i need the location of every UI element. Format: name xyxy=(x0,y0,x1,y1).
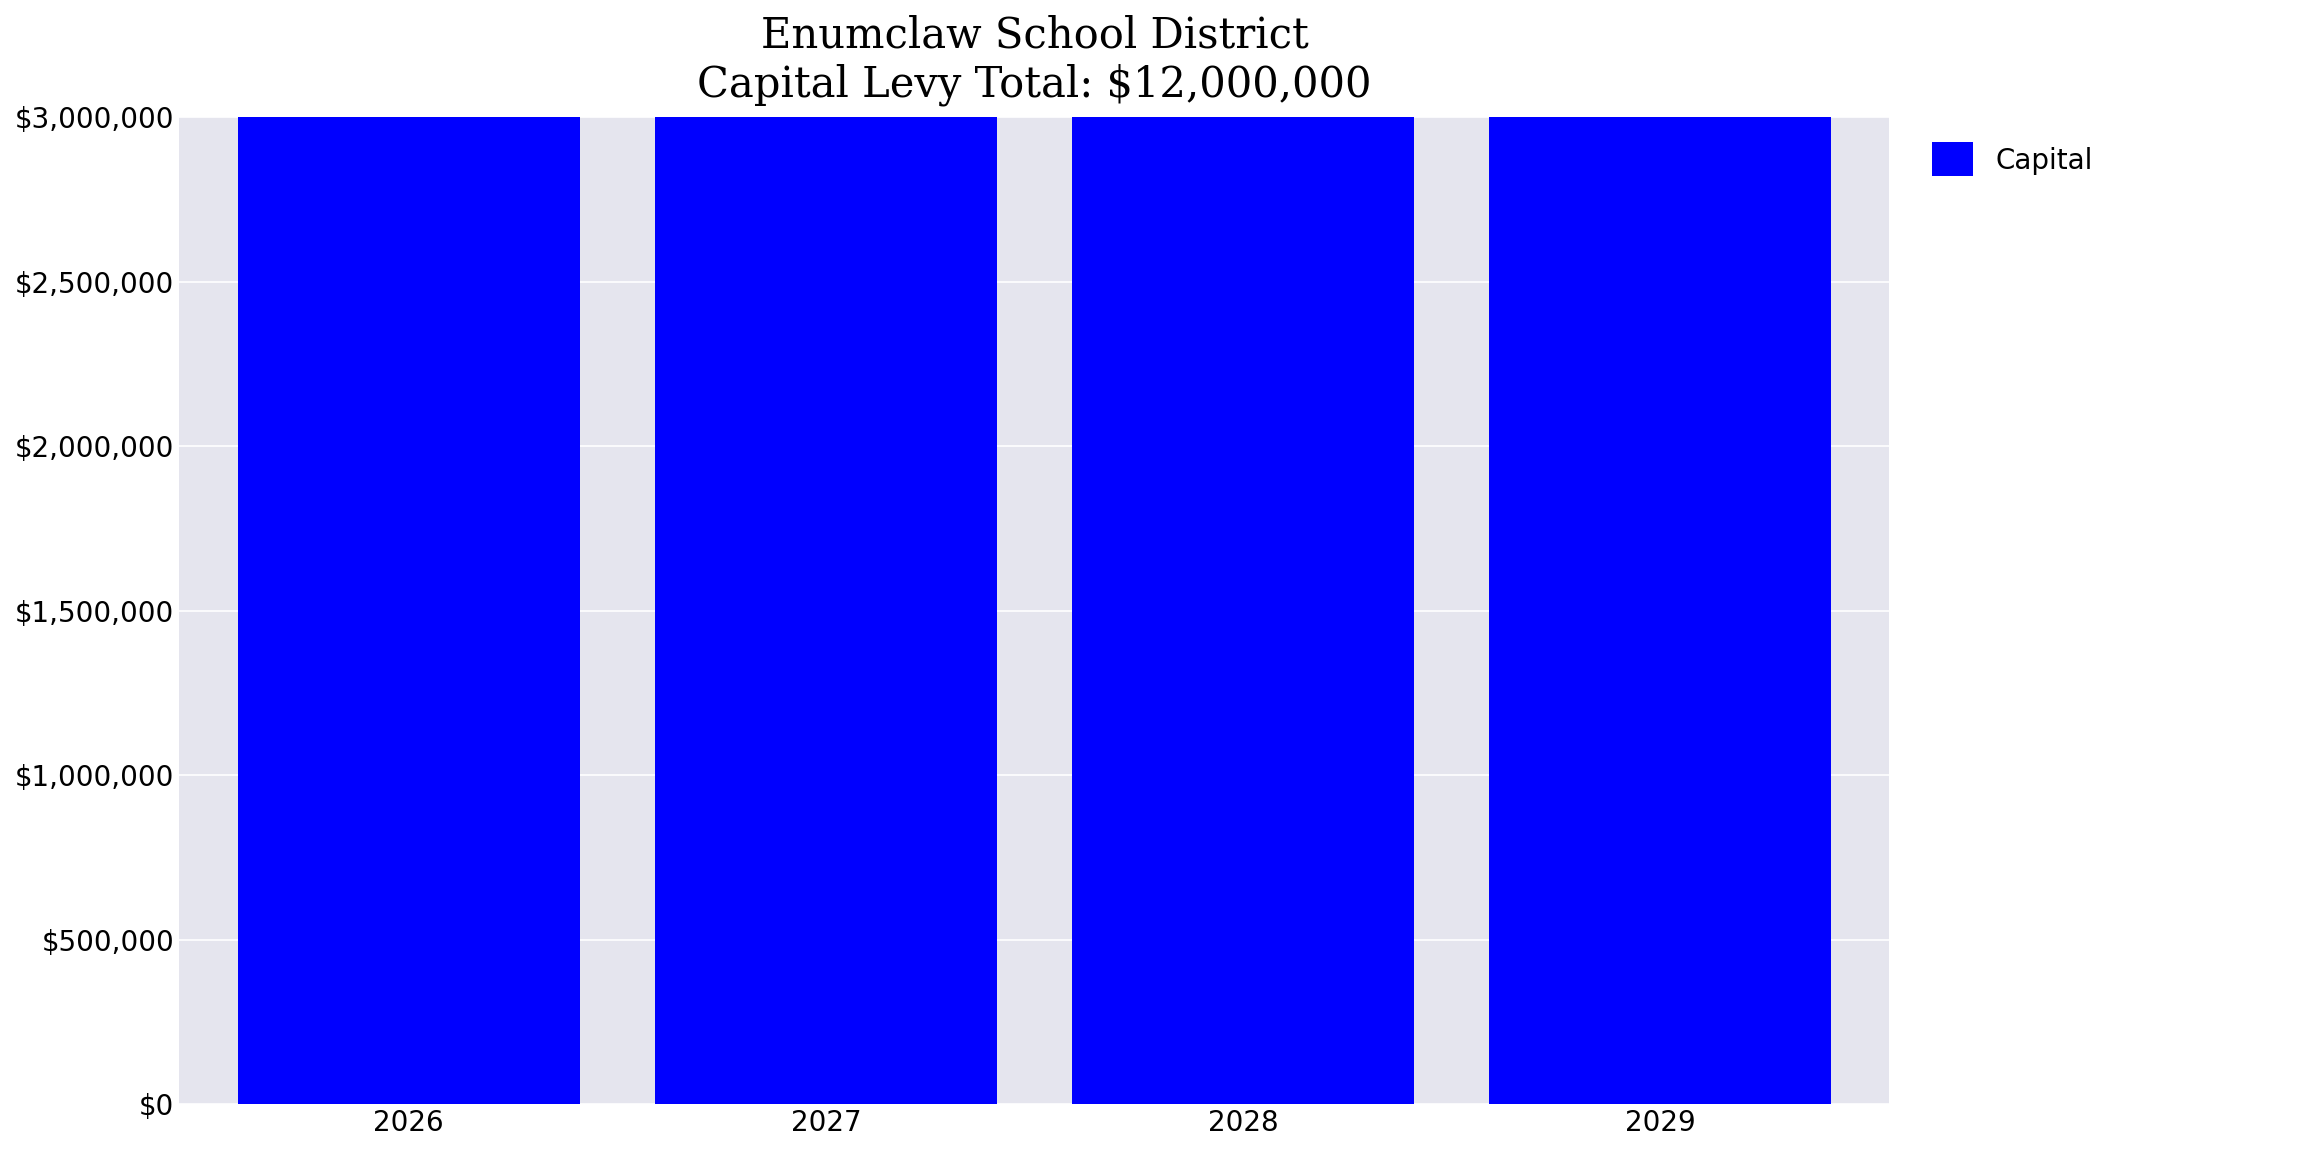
Bar xyxy=(237,118,581,1104)
Bar xyxy=(654,118,998,1104)
Bar xyxy=(1071,118,1415,1104)
Bar xyxy=(1488,118,1832,1104)
Legend: Capital: Capital xyxy=(1922,131,2104,188)
Title: Enumclaw School District
Capital Levy Total: $12,000,000: Enumclaw School District Capital Levy To… xyxy=(698,15,1371,106)
